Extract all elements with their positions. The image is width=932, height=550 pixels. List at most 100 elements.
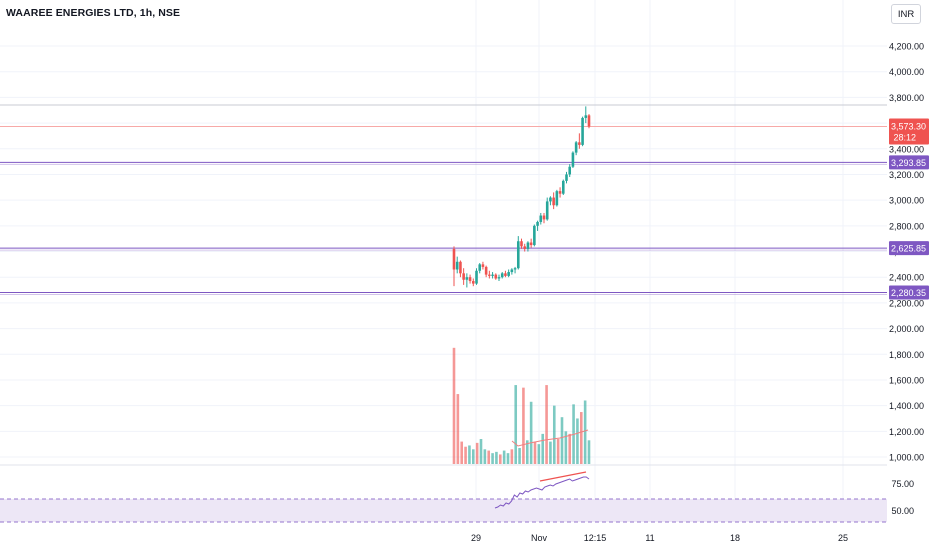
price-tick-label: 2,800.00 bbox=[889, 221, 924, 231]
level-price-tag bbox=[889, 285, 929, 300]
volume-bars bbox=[452, 347, 591, 464]
candle-body bbox=[488, 274, 491, 276]
candle-body bbox=[587, 115, 591, 127]
candle-body bbox=[475, 270, 478, 284]
volume-bar bbox=[529, 401, 533, 464]
candle-body bbox=[536, 221, 539, 226]
candle-body bbox=[533, 225, 536, 246]
grid-lines bbox=[0, 0, 887, 522]
candle-body bbox=[565, 174, 568, 181]
volume-bar bbox=[475, 442, 479, 464]
volume-bar bbox=[583, 400, 587, 464]
price-tick-label: 1,600.00 bbox=[889, 375, 924, 385]
volume-bar bbox=[587, 440, 591, 464]
candle-body bbox=[459, 261, 462, 274]
time-tick-label: 18 bbox=[730, 533, 740, 543]
volume-bar bbox=[460, 441, 464, 464]
candle-body bbox=[584, 115, 588, 118]
volume-bar bbox=[464, 446, 467, 464]
rsi-tick-label: 50.00 bbox=[891, 506, 914, 516]
price-tick-label: 1,400.00 bbox=[889, 401, 924, 411]
candle-body bbox=[478, 264, 482, 271]
price-tick-label: 3,200.00 bbox=[889, 170, 924, 180]
current-price-label: 3,573.30 bbox=[891, 121, 926, 131]
candle-body bbox=[526, 242, 530, 249]
volume-bar bbox=[452, 347, 456, 464]
volume-bar bbox=[556, 439, 560, 464]
volume-bar bbox=[537, 444, 541, 464]
candle-body bbox=[545, 201, 549, 220]
candle-body bbox=[574, 142, 578, 153]
volume-bar bbox=[487, 450, 491, 464]
candle-body bbox=[507, 272, 510, 276]
rsi-pane: 75.00 50.00 bbox=[0, 464, 914, 523]
candle-body bbox=[520, 241, 523, 247]
time-tick-label: 11 bbox=[645, 533, 654, 543]
price-tick-label: 3,800.00 bbox=[889, 93, 924, 103]
candle-body bbox=[497, 277, 501, 279]
horizontal-levels bbox=[0, 104, 887, 296]
price-tick-label: 4,000.00 bbox=[889, 67, 924, 77]
candle-body bbox=[471, 281, 475, 284]
countdown-label: 28:12 bbox=[893, 132, 916, 142]
level-price-label: 3,293.85 bbox=[891, 158, 926, 168]
volume-bar bbox=[568, 433, 572, 464]
candle-body bbox=[571, 152, 575, 167]
time-tick-label: 12:15 bbox=[584, 533, 607, 543]
volume-bar bbox=[549, 441, 552, 464]
volume-bar bbox=[471, 449, 475, 464]
price-tick-label: 3,400.00 bbox=[889, 144, 924, 154]
candle-body bbox=[539, 215, 543, 222]
volume-ma-line bbox=[511, 429, 589, 447]
level-price-tag bbox=[889, 241, 929, 256]
candle-body bbox=[549, 197, 552, 202]
volume-bar bbox=[545, 385, 548, 464]
volume-bar bbox=[522, 387, 525, 464]
rsi-band bbox=[0, 499, 887, 522]
volume-bar bbox=[552, 405, 556, 464]
time-axis: 29 Nov 12:15 11 18 25 bbox=[471, 533, 848, 543]
chart-title: WAAREE ENERGIES LTD, 1h, NSE bbox=[6, 7, 181, 19]
candle-body bbox=[481, 264, 485, 267]
candle-body bbox=[468, 277, 472, 282]
volume-bar bbox=[525, 440, 529, 464]
time-tick-label: 25 bbox=[838, 533, 848, 543]
candle-body bbox=[529, 242, 533, 246]
volume-bar bbox=[468, 445, 471, 464]
candle-body bbox=[581, 117, 584, 145]
divergence-line bbox=[539, 471, 587, 482]
price-tick-label: 2,000.00 bbox=[889, 324, 924, 334]
current-price-tag bbox=[889, 118, 929, 145]
candles bbox=[452, 106, 591, 288]
candle-body bbox=[465, 277, 469, 280]
currency-button[interactable]: INR bbox=[891, 4, 921, 24]
volume-bar bbox=[495, 451, 498, 464]
volume-bar bbox=[510, 449, 514, 464]
volume-bar bbox=[491, 453, 494, 464]
level-price-tag bbox=[889, 155, 929, 170]
candle-body bbox=[523, 246, 527, 249]
candle-body bbox=[504, 273, 507, 276]
candle-body bbox=[568, 166, 572, 175]
candle-body bbox=[578, 142, 581, 145]
price-tick-label: 2,200.00 bbox=[889, 298, 924, 308]
candle-body bbox=[462, 273, 465, 280]
rsi-line bbox=[494, 476, 590, 509]
time-tick-label: Nov bbox=[531, 533, 548, 543]
volume-bar bbox=[479, 439, 483, 464]
volume-bar bbox=[576, 418, 579, 464]
volume-bar bbox=[502, 450, 506, 464]
candle-body bbox=[500, 273, 504, 278]
candle-body bbox=[452, 248, 456, 270]
candle-body bbox=[513, 268, 517, 270]
level-price-label: 2,625.85 bbox=[891, 244, 926, 254]
rsi-tick-label: 75.00 bbox=[891, 479, 914, 489]
price-tick-label: 1,000.00 bbox=[889, 453, 924, 463]
candle-body bbox=[510, 269, 514, 273]
volume-bar bbox=[456, 394, 460, 464]
level-price-label: 2,280.35 bbox=[891, 288, 926, 298]
price-tick-label: 3,000.00 bbox=[889, 196, 924, 206]
volume-bar bbox=[514, 385, 518, 464]
price-tick-label: 1,200.00 bbox=[889, 427, 924, 437]
